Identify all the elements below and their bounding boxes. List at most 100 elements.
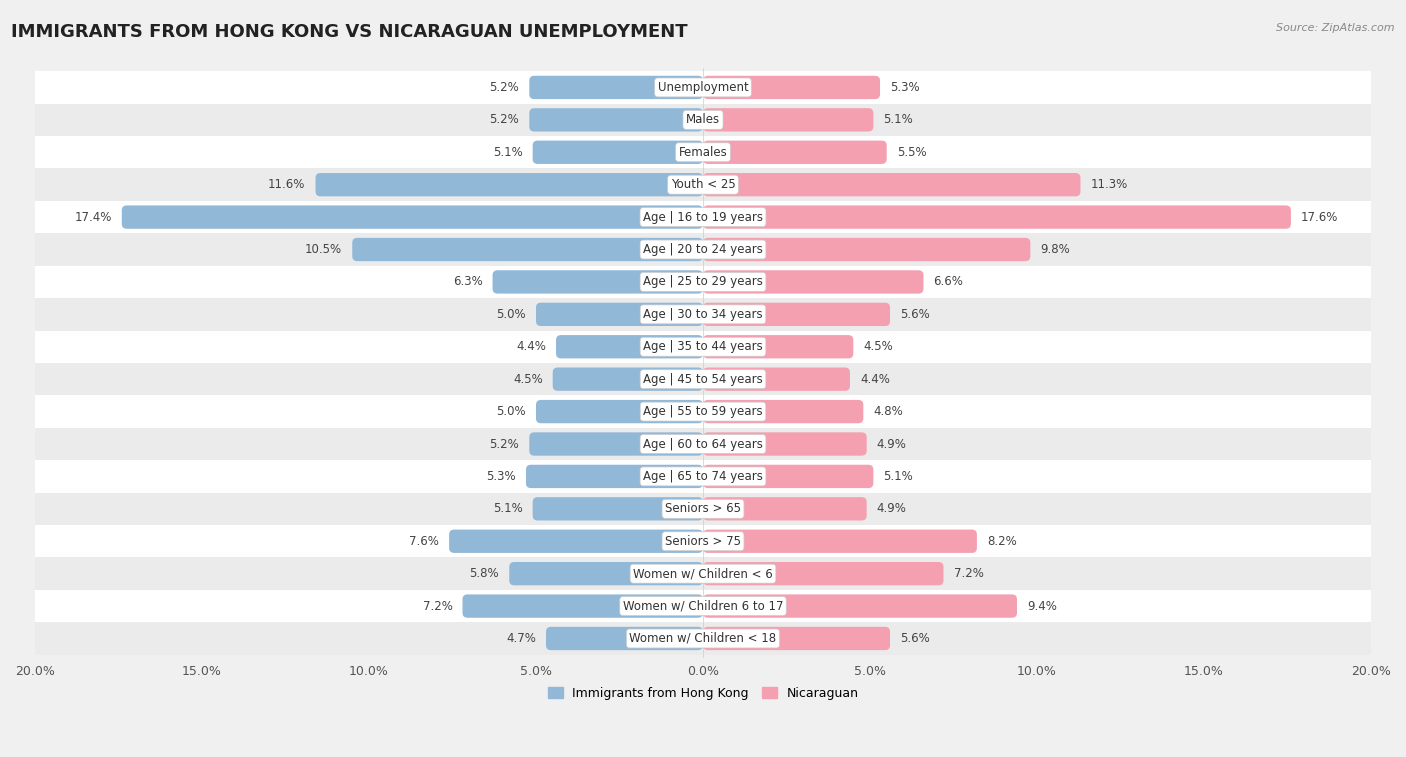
Text: 5.2%: 5.2% [489, 438, 519, 450]
FancyBboxPatch shape [533, 141, 703, 164]
Text: 5.2%: 5.2% [489, 81, 519, 94]
Text: 5.6%: 5.6% [900, 308, 929, 321]
Text: Age | 60 to 64 years: Age | 60 to 64 years [643, 438, 763, 450]
Text: 9.4%: 9.4% [1026, 600, 1057, 612]
Text: 4.8%: 4.8% [873, 405, 903, 418]
FancyBboxPatch shape [35, 298, 1371, 331]
FancyBboxPatch shape [35, 428, 1371, 460]
Text: 10.5%: 10.5% [305, 243, 342, 256]
FancyBboxPatch shape [35, 233, 1371, 266]
FancyBboxPatch shape [35, 201, 1371, 233]
Text: 5.0%: 5.0% [496, 405, 526, 418]
Text: Women w/ Children < 6: Women w/ Children < 6 [633, 567, 773, 580]
FancyBboxPatch shape [35, 136, 1371, 169]
FancyBboxPatch shape [703, 562, 943, 585]
FancyBboxPatch shape [35, 395, 1371, 428]
FancyBboxPatch shape [546, 627, 703, 650]
Text: 4.5%: 4.5% [863, 340, 893, 354]
FancyBboxPatch shape [703, 627, 890, 650]
FancyBboxPatch shape [703, 270, 924, 294]
Text: 4.4%: 4.4% [860, 372, 890, 385]
FancyBboxPatch shape [353, 238, 703, 261]
FancyBboxPatch shape [703, 367, 851, 391]
FancyBboxPatch shape [35, 104, 1371, 136]
FancyBboxPatch shape [529, 108, 703, 132]
FancyBboxPatch shape [533, 497, 703, 521]
FancyBboxPatch shape [35, 169, 1371, 201]
FancyBboxPatch shape [492, 270, 703, 294]
Text: Women w/ Children 6 to 17: Women w/ Children 6 to 17 [623, 600, 783, 612]
Legend: Immigrants from Hong Kong, Nicaraguan: Immigrants from Hong Kong, Nicaraguan [543, 682, 863, 705]
FancyBboxPatch shape [703, 108, 873, 132]
FancyBboxPatch shape [526, 465, 703, 488]
Text: 5.1%: 5.1% [494, 146, 523, 159]
Text: 5.8%: 5.8% [470, 567, 499, 580]
Text: 7.6%: 7.6% [409, 534, 439, 548]
FancyBboxPatch shape [315, 173, 703, 196]
Text: 11.6%: 11.6% [269, 178, 305, 192]
FancyBboxPatch shape [35, 557, 1371, 590]
Text: 5.5%: 5.5% [897, 146, 927, 159]
FancyBboxPatch shape [509, 562, 703, 585]
Text: 4.5%: 4.5% [513, 372, 543, 385]
FancyBboxPatch shape [703, 530, 977, 553]
FancyBboxPatch shape [529, 432, 703, 456]
Text: 5.0%: 5.0% [496, 308, 526, 321]
Text: 5.1%: 5.1% [494, 503, 523, 516]
Text: Unemployment: Unemployment [658, 81, 748, 94]
Text: 5.2%: 5.2% [489, 114, 519, 126]
FancyBboxPatch shape [35, 266, 1371, 298]
FancyBboxPatch shape [703, 173, 1080, 196]
Text: Age | 30 to 34 years: Age | 30 to 34 years [643, 308, 763, 321]
Text: Source: ZipAtlas.com: Source: ZipAtlas.com [1277, 23, 1395, 33]
Text: 11.3%: 11.3% [1091, 178, 1128, 192]
FancyBboxPatch shape [529, 76, 703, 99]
Text: 9.8%: 9.8% [1040, 243, 1070, 256]
FancyBboxPatch shape [35, 331, 1371, 363]
FancyBboxPatch shape [122, 205, 703, 229]
FancyBboxPatch shape [703, 335, 853, 358]
FancyBboxPatch shape [703, 238, 1031, 261]
FancyBboxPatch shape [35, 622, 1371, 655]
FancyBboxPatch shape [703, 76, 880, 99]
FancyBboxPatch shape [703, 594, 1017, 618]
Text: 17.6%: 17.6% [1301, 210, 1339, 223]
FancyBboxPatch shape [35, 363, 1371, 395]
FancyBboxPatch shape [703, 205, 1291, 229]
Text: Seniors > 65: Seniors > 65 [665, 503, 741, 516]
FancyBboxPatch shape [449, 530, 703, 553]
FancyBboxPatch shape [553, 367, 703, 391]
Text: 5.1%: 5.1% [883, 114, 912, 126]
Text: Age | 55 to 59 years: Age | 55 to 59 years [643, 405, 763, 418]
FancyBboxPatch shape [703, 497, 866, 521]
Text: 4.9%: 4.9% [877, 503, 907, 516]
Text: Females: Females [679, 146, 727, 159]
Text: 5.3%: 5.3% [486, 470, 516, 483]
FancyBboxPatch shape [35, 71, 1371, 104]
FancyBboxPatch shape [703, 432, 866, 456]
FancyBboxPatch shape [35, 590, 1371, 622]
Text: Age | 65 to 74 years: Age | 65 to 74 years [643, 470, 763, 483]
Text: 5.6%: 5.6% [900, 632, 929, 645]
Text: 5.3%: 5.3% [890, 81, 920, 94]
Text: Youth < 25: Youth < 25 [671, 178, 735, 192]
Text: Males: Males [686, 114, 720, 126]
FancyBboxPatch shape [703, 400, 863, 423]
Text: 4.4%: 4.4% [516, 340, 546, 354]
Text: 7.2%: 7.2% [423, 600, 453, 612]
FancyBboxPatch shape [536, 400, 703, 423]
Text: Age | 25 to 29 years: Age | 25 to 29 years [643, 276, 763, 288]
FancyBboxPatch shape [703, 141, 887, 164]
Text: IMMIGRANTS FROM HONG KONG VS NICARAGUAN UNEMPLOYMENT: IMMIGRANTS FROM HONG KONG VS NICARAGUAN … [11, 23, 688, 41]
Text: Age | 35 to 44 years: Age | 35 to 44 years [643, 340, 763, 354]
FancyBboxPatch shape [35, 493, 1371, 525]
Text: Seniors > 75: Seniors > 75 [665, 534, 741, 548]
FancyBboxPatch shape [703, 465, 873, 488]
FancyBboxPatch shape [703, 303, 890, 326]
FancyBboxPatch shape [463, 594, 703, 618]
Text: 17.4%: 17.4% [75, 210, 111, 223]
Text: 7.2%: 7.2% [953, 567, 983, 580]
FancyBboxPatch shape [35, 460, 1371, 493]
Text: Age | 45 to 54 years: Age | 45 to 54 years [643, 372, 763, 385]
FancyBboxPatch shape [536, 303, 703, 326]
